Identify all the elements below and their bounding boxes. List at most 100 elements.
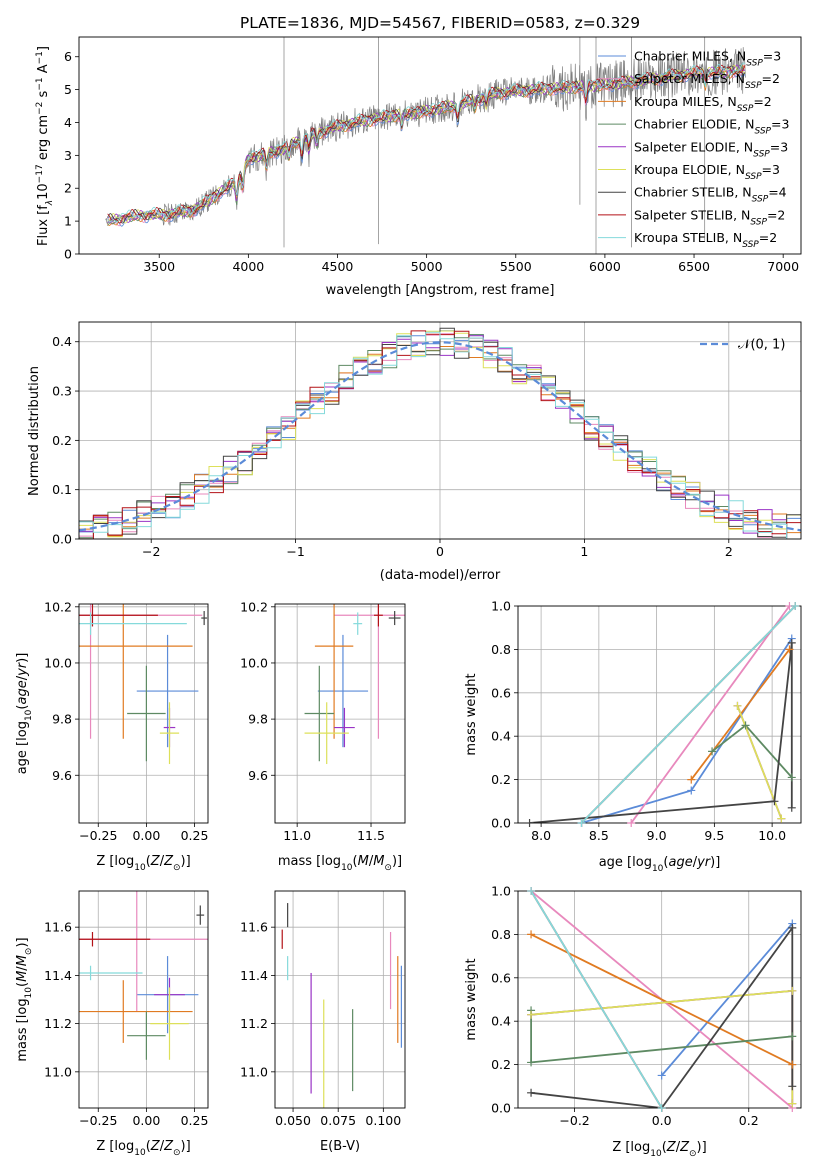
spectrum-panel-plot (105, 37, 746, 254)
label-part: M (15, 971, 30, 982)
legend-label: Chabrier STELIB, NSSP=4 (634, 185, 787, 205)
label-part: −1 (35, 77, 45, 90)
weight-line (530, 891, 663, 1108)
legend-label: Kroupa MILES, NSSP=2 (634, 94, 772, 114)
x-tick-label: −0.25 (79, 1113, 117, 1128)
y-tick-label: 0.0 (491, 1101, 511, 1116)
weight-marker (627, 819, 636, 827)
label-part: SSP (754, 127, 771, 137)
label-part: Z [log (96, 854, 134, 869)
label-part: M (358, 854, 369, 869)
label-part: Salpeter MILES, N (634, 71, 745, 86)
label-part: E(B-V) (320, 1139, 360, 1154)
weight-line (630, 606, 791, 823)
y-tick-label: 1.0 (491, 884, 511, 899)
label-part: )] (15, 653, 30, 663)
x-tick-label: 6000 (589, 259, 621, 274)
label-part: / (676, 1140, 681, 1155)
label-part: Z [log (96, 1139, 134, 1154)
y-tick-label: 0.8 (491, 927, 511, 942)
x-axis-label: Z [log10(Z/Z⊙)] (96, 854, 190, 873)
label-part: yr (696, 855, 712, 870)
y-tick-label: 10.0 (44, 655, 72, 670)
label-part: / (693, 855, 698, 870)
label-part: SSP (753, 149, 770, 159)
label-part: / (369, 854, 374, 869)
x-axis-label: wavelength [Angstrom, rest frame] (326, 283, 555, 298)
y-axis-label: Flux [fλ10−17 erg cm−2 s−1 A−1] (35, 46, 55, 246)
label-part: SSP (742, 240, 759, 250)
weight-marker (577, 819, 586, 827)
label-part: SSP (750, 217, 767, 227)
label-part: SSP (746, 59, 763, 69)
label-part: =2 (753, 94, 771, 109)
label-part: =3 (762, 162, 780, 177)
label-part: ( (662, 1140, 667, 1155)
label-part: Z (163, 854, 174, 869)
weight-marker (527, 930, 536, 939)
spectrum-panel: 3500 4000 4500 5000 5500 6000 6500 7000 0 1 2 3 4 5 6 P… (35, 14, 802, 298)
y-tick-label: 9.6 (248, 768, 268, 783)
legend-label: Kroupa STELIB, NSSP=2 (634, 230, 777, 250)
axes-frame (78, 36, 802, 255)
label-part: ⊙ (173, 1148, 181, 1158)
label-part: Chabrier STELIB, N (634, 185, 752, 200)
y-tick-label: 10.0 (240, 655, 268, 670)
axes-frame (274, 603, 406, 824)
histogram-step (79, 327, 801, 538)
label-part: )] (710, 855, 720, 870)
weight-marker (708, 747, 717, 756)
x-axis-label: Z [log10(Z/Z⊙)] (96, 1139, 190, 1158)
label-part: M (15, 955, 30, 966)
data-spectrum-line (105, 37, 746, 254)
y-tick-label: 3 (64, 148, 72, 163)
model-spectrum-line (107, 62, 746, 223)
label-part: Salpeter ELODIE, N (634, 139, 753, 154)
weight-marker (657, 1104, 666, 1112)
x-tick-label: 0 (436, 544, 444, 559)
weight-marker (687, 775, 696, 784)
y-axis-label: age [log10(age/yr)] (15, 653, 34, 775)
y-tick-label: 2 (64, 181, 72, 196)
legend-label: Chabrier MILES, NSSP=3 (634, 49, 781, 69)
y-tick-label: 0.8 (491, 642, 511, 657)
x-axis-label: (data-model)/error (380, 568, 501, 583)
axes-frame (274, 890, 406, 1109)
label-part: ( (15, 982, 30, 987)
label-part: M (373, 854, 384, 869)
label-part: SSP (737, 104, 754, 114)
label-part: Z (163, 1139, 174, 1154)
y-tick-label: 0.4 (491, 1014, 511, 1029)
weight-marker (657, 1071, 666, 1080)
y-tick-label: 9.6 (52, 768, 72, 783)
y-tick-label: 11.6 (240, 920, 268, 935)
x-tick-label: 4500 (322, 259, 354, 274)
x-axis-label: Z [log10(Z/Z⊙)] (612, 1140, 706, 1159)
axes-frame (78, 321, 802, 540)
weight-marker (787, 773, 796, 782)
label-part: Chabrier MILES, N (634, 49, 746, 64)
weight-marker (687, 786, 696, 795)
label-part: Kroupa MILES, N (634, 94, 737, 109)
label-part: ( (353, 854, 358, 869)
label-part: Flux [f (36, 205, 51, 246)
label-part: ( (663, 855, 668, 870)
weight_vs_age-panel: 8.0 8.5 9.0 9.5 10.0 0.0 0.2 0.4 0.6 0.8 1.0 age [l… (464, 599, 802, 874)
y-tick-label: 11.2 (240, 1016, 268, 1031)
weight-marker (741, 721, 750, 730)
x-tick-label: 0.25 (181, 828, 209, 843)
label-part: ⊙ (173, 863, 181, 873)
label-part: mass [log (278, 854, 341, 869)
label-part: Z (150, 854, 161, 869)
legend-label: Salpeter MILES, NSSP=2 (634, 71, 780, 91)
label-part: SSP (745, 81, 762, 91)
x-tick-label: 0.2 (739, 1113, 759, 1128)
label-part: Z (150, 1139, 161, 1154)
x-tick-label: −1 (286, 544, 304, 559)
y-axis-label: mass weight (464, 673, 479, 755)
y-tick-label: 0.0 (52, 532, 72, 547)
label-part: )] (392, 854, 402, 869)
y-axis-label: Normed distribution (27, 366, 42, 496)
age_vs_mass-panel-plot (275, 604, 405, 823)
weight-line (529, 642, 793, 823)
